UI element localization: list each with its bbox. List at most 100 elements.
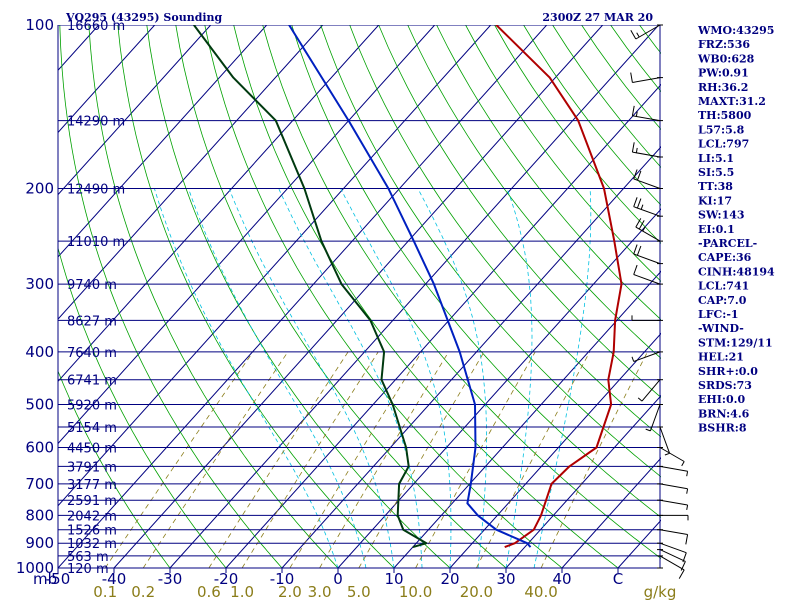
mixing-ratio-label: 0.6: [197, 583, 221, 600]
stability-index-item: HEL:21: [698, 351, 744, 364]
stability-index-item: WB0:628: [697, 52, 755, 65]
wind-barb: [645, 404, 661, 432]
mixing-ratio-label: 2.0: [278, 583, 302, 600]
pressure-tick-label: 700: [25, 475, 54, 493]
wind-barb: [659, 499, 689, 510]
mixing-ratio-label: 3.0: [308, 583, 332, 600]
wind-barb: [659, 555, 685, 579]
stability-index-item: -PARCEL-: [698, 237, 757, 250]
height-label: 3791 m: [67, 460, 117, 475]
wind-barb: [633, 244, 661, 265]
wind-barb: [631, 142, 661, 158]
stability-index-item: PW:0.91: [698, 67, 749, 80]
stability-index-item: LCL:741: [698, 280, 749, 293]
stability-index-item: RH:36.2: [698, 81, 748, 94]
isotherm: [58, 25, 436, 445]
height-label: 2042 m: [67, 509, 117, 524]
stability-index-item: FRZ:536: [698, 38, 750, 51]
temperature-tick-label: -10: [270, 570, 295, 588]
isotherm: [58, 25, 156, 134]
temperature-tick-label: 10: [384, 570, 403, 588]
pressure-tick-label: 900: [25, 534, 54, 552]
chart-title: VQ295 (43295) Sounding: [65, 11, 223, 24]
height-label: 120 m: [67, 562, 109, 577]
temperature-tick-label: C: [613, 570, 623, 588]
mixing-ratio-label: 1.0: [230, 583, 254, 600]
stability-index-item: LI:5.1: [698, 152, 734, 165]
temperature-tick-label: -20: [214, 570, 239, 588]
temperature-tick-label: -40: [102, 570, 127, 588]
isotherm: [113, 25, 604, 568]
isotherm: [281, 146, 661, 568]
stability-index-item: SI:5.5: [698, 166, 734, 179]
isotherm: [169, 25, 660, 568]
stability-index-item: -WIND-: [698, 322, 744, 335]
stability-index-item: WMO:43295: [697, 24, 774, 37]
height-label: 14290 m: [67, 115, 125, 130]
height-label: 3177 m: [67, 478, 117, 493]
stability-index-item: EI:0.1: [698, 223, 735, 236]
wind-barb: [659, 542, 687, 563]
mixing-ratio-label: 20.0: [460, 583, 493, 600]
pressure-tick-label: 400: [25, 343, 54, 361]
isotherm: [337, 208, 661, 568]
wind-barb: [631, 105, 661, 122]
wind-barbs: [630, 24, 689, 579]
wind-barb: [633, 264, 661, 285]
stability-index-item: BRN:4.6: [698, 407, 750, 420]
height-label: 16660 m: [67, 19, 125, 34]
pressure-unit-label: mb: [33, 570, 57, 588]
moist-adiabat: [228, 188, 395, 568]
pressure-tick-label: 600: [25, 439, 54, 457]
mixing-ratio-label: g/kg: [644, 583, 677, 600]
mixing-ratio-label: 5.0: [347, 583, 371, 600]
height-label: 1032 m: [67, 537, 117, 552]
height-label: 7640 m: [67, 346, 117, 361]
isotherm: [505, 395, 661, 568]
wind-barb: [659, 447, 685, 467]
height-label: 5920 m: [67, 399, 117, 414]
stability-index-item: TH:5800: [698, 109, 752, 122]
wind-barb: [660, 514, 689, 521]
isotherm: [58, 25, 548, 568]
height-label: 563 m: [67, 550, 109, 565]
height-label: 8627 m: [67, 314, 117, 329]
temperature-tick-label: -50: [46, 570, 71, 588]
stability-index-item: STM:129/11: [698, 336, 773, 349]
wind-barb: [659, 426, 671, 456]
temperature-tick-label: -30: [158, 570, 183, 588]
wind-barb: [659, 483, 689, 494]
temperature-trace: [495, 25, 623, 549]
mixing-ratio-label: 10.0: [399, 583, 432, 600]
wind-barb: [659, 465, 689, 477]
stability-index-item: CAP:7.0: [698, 294, 747, 307]
stability-index-item: SHR+:0.0: [698, 365, 758, 378]
wind-barb: [635, 218, 661, 242]
wind-barb: [659, 549, 686, 571]
height-label: 1526 m: [67, 524, 117, 539]
height-label: 6741 m: [67, 374, 117, 389]
mixing-ratio-label: 0.2: [131, 583, 155, 600]
pressure-tick-label: 1000: [16, 559, 54, 577]
wind-barb: [631, 351, 661, 362]
stability-index-item: L57:5.8: [698, 123, 745, 136]
stability-index-item: TT:38: [698, 180, 733, 193]
stability-index-item: BSHR:8: [698, 422, 747, 435]
stability-index-item: SRDS:73: [698, 379, 752, 392]
pressure-tick-label: 800: [25, 506, 54, 524]
wind-barb: [630, 24, 661, 40]
height-label: 5154 m: [67, 421, 117, 436]
height-label: 11010 m: [67, 235, 125, 250]
chart-time: 2300Z 27 MAR 20: [542, 11, 653, 24]
height-label: 4450 m: [67, 442, 117, 457]
height-label: 2591 m: [67, 494, 117, 509]
stability-index-item: CAPE:36: [698, 251, 752, 264]
stability-index-item: SW:143: [698, 209, 745, 222]
isotherm: [58, 25, 268, 258]
stability-index-item: EHI:0.0: [698, 393, 745, 406]
pressure-tick-label: 300: [25, 275, 54, 293]
wind-barb: [633, 197, 661, 217]
